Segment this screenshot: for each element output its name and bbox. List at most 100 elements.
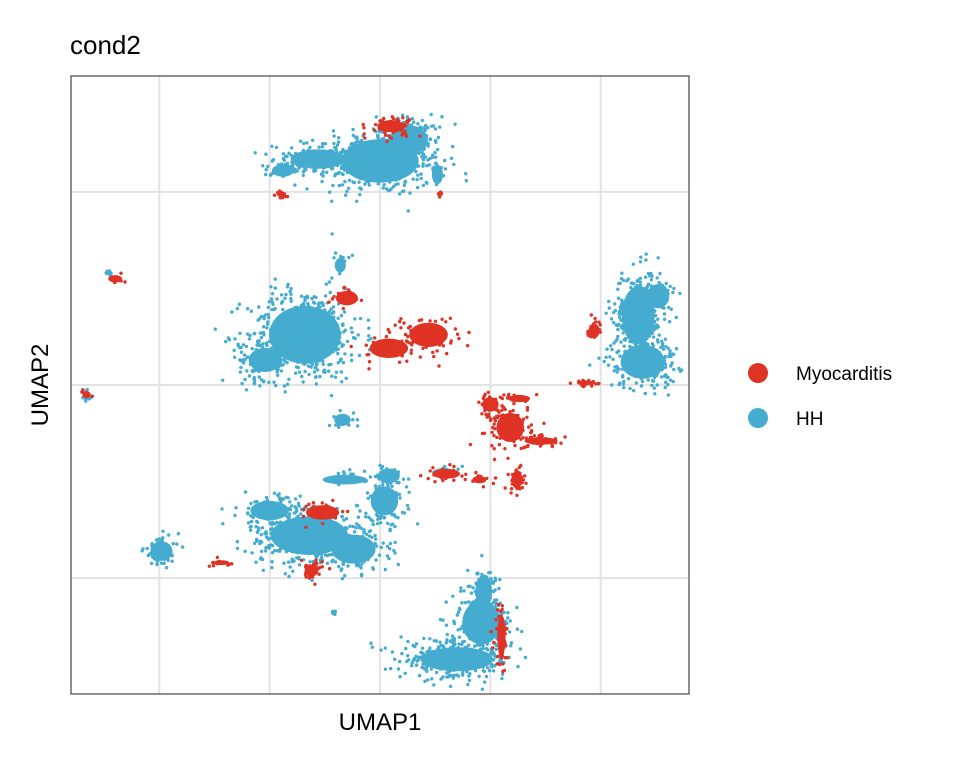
data-point — [155, 559, 159, 563]
data-point — [512, 436, 516, 441]
data-point — [313, 510, 318, 514]
data-point — [312, 168, 316, 172]
data-point — [342, 330, 346, 334]
data-point — [373, 342, 377, 346]
data-point — [482, 479, 486, 483]
data-point — [296, 328, 300, 332]
data-point — [287, 529, 292, 533]
data-point — [272, 537, 276, 542]
data-point — [490, 444, 494, 448]
data-point — [499, 609, 503, 614]
data-point — [463, 477, 467, 482]
data-point — [659, 375, 664, 379]
data-point — [235, 546, 240, 551]
data-point — [388, 547, 392, 551]
data-point — [255, 519, 259, 524]
data-point — [276, 367, 280, 372]
data-point — [341, 255, 345, 260]
data-point — [346, 509, 350, 514]
data-point — [498, 436, 502, 440]
data-point — [299, 527, 303, 531]
data-point — [483, 661, 487, 665]
data-point — [269, 297, 274, 301]
data-point — [500, 425, 504, 429]
data-point — [373, 504, 378, 508]
data-point — [293, 305, 297, 310]
data-point — [664, 380, 668, 384]
data-point — [386, 188, 391, 193]
data-point — [645, 346, 650, 350]
data-point — [423, 128, 427, 133]
data-point — [672, 367, 676, 372]
data-point — [509, 487, 514, 491]
data-point — [380, 477, 384, 481]
data-point — [491, 650, 495, 654]
data-point — [257, 369, 261, 373]
data-point — [379, 545, 383, 550]
data-point — [635, 371, 639, 375]
data-point — [377, 484, 381, 489]
data-point — [170, 559, 174, 563]
data-point — [365, 545, 369, 549]
data-point — [644, 303, 649, 307]
data-point — [301, 148, 306, 153]
data-point — [380, 497, 384, 501]
data-point — [633, 353, 637, 357]
data-point — [517, 397, 521, 402]
data-point — [303, 330, 307, 334]
data-point — [338, 557, 342, 561]
data-point — [612, 369, 616, 373]
data-point — [423, 155, 428, 159]
data-point — [352, 180, 356, 185]
data-point — [283, 336, 287, 340]
data-point — [635, 307, 639, 311]
data-point — [391, 494, 395, 498]
data-point — [441, 473, 445, 478]
data-point — [249, 501, 253, 506]
data-point — [265, 508, 269, 512]
data-point — [319, 527, 323, 532]
data-point — [290, 346, 295, 350]
data-point — [472, 621, 476, 626]
data-point — [280, 363, 284, 367]
data-point — [333, 521, 337, 525]
data-point — [525, 437, 529, 442]
data-point — [644, 258, 648, 262]
data-point — [300, 311, 304, 315]
data-point — [655, 326, 659, 330]
data-point — [407, 490, 411, 494]
data-point — [343, 574, 347, 578]
data-point — [605, 347, 609, 351]
data-point — [519, 475, 524, 479]
data-point — [331, 319, 335, 323]
data-point — [257, 305, 261, 309]
data-point — [346, 293, 350, 297]
data-point — [444, 476, 448, 481]
data-point — [594, 382, 598, 386]
data-point — [288, 500, 292, 504]
data-point — [455, 332, 460, 336]
data-point — [254, 525, 258, 529]
data-point — [398, 659, 402, 664]
data-point — [496, 602, 501, 606]
data-point — [483, 680, 487, 684]
data-point — [426, 158, 430, 162]
data-point — [273, 509, 277, 514]
data-point — [389, 481, 393, 485]
data-point — [666, 375, 670, 379]
data-point — [411, 643, 415, 648]
data-point — [500, 408, 504, 412]
data-point — [287, 515, 291, 519]
data-point — [314, 556, 319, 560]
data-point — [432, 663, 437, 667]
data-point — [396, 516, 400, 520]
data-point — [660, 286, 664, 290]
data-point — [374, 507, 378, 512]
data-point — [464, 179, 468, 183]
data-point — [598, 330, 602, 334]
data-point — [330, 514, 334, 519]
data-point — [486, 401, 490, 406]
data-point — [491, 646, 495, 650]
data-point — [394, 491, 398, 495]
data-point — [336, 471, 340, 476]
